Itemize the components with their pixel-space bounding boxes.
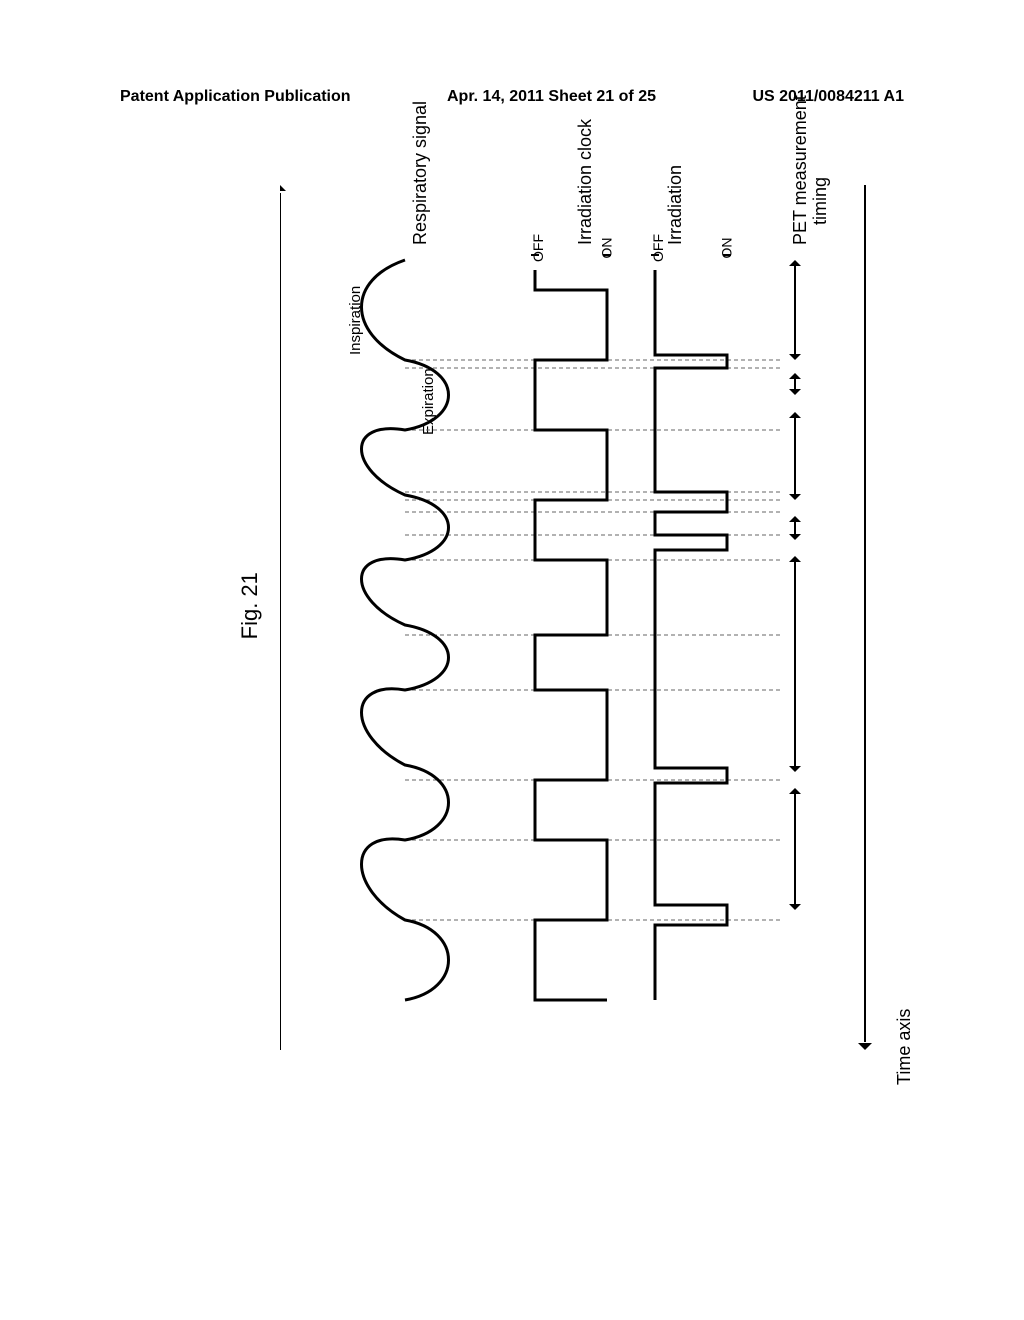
- header-center: Apr. 14, 2011 Sheet 21 of 25: [447, 88, 656, 106]
- timing-diagram: Respiratory signal Irradiation clock Irr…: [280, 180, 930, 1190]
- header-left: Patent Application Publication: [120, 88, 351, 106]
- figure-label: Fig. 21: [237, 572, 263, 639]
- header-right: US 2011/0084211 A1: [752, 88, 904, 106]
- waveform-svg: [280, 180, 930, 1190]
